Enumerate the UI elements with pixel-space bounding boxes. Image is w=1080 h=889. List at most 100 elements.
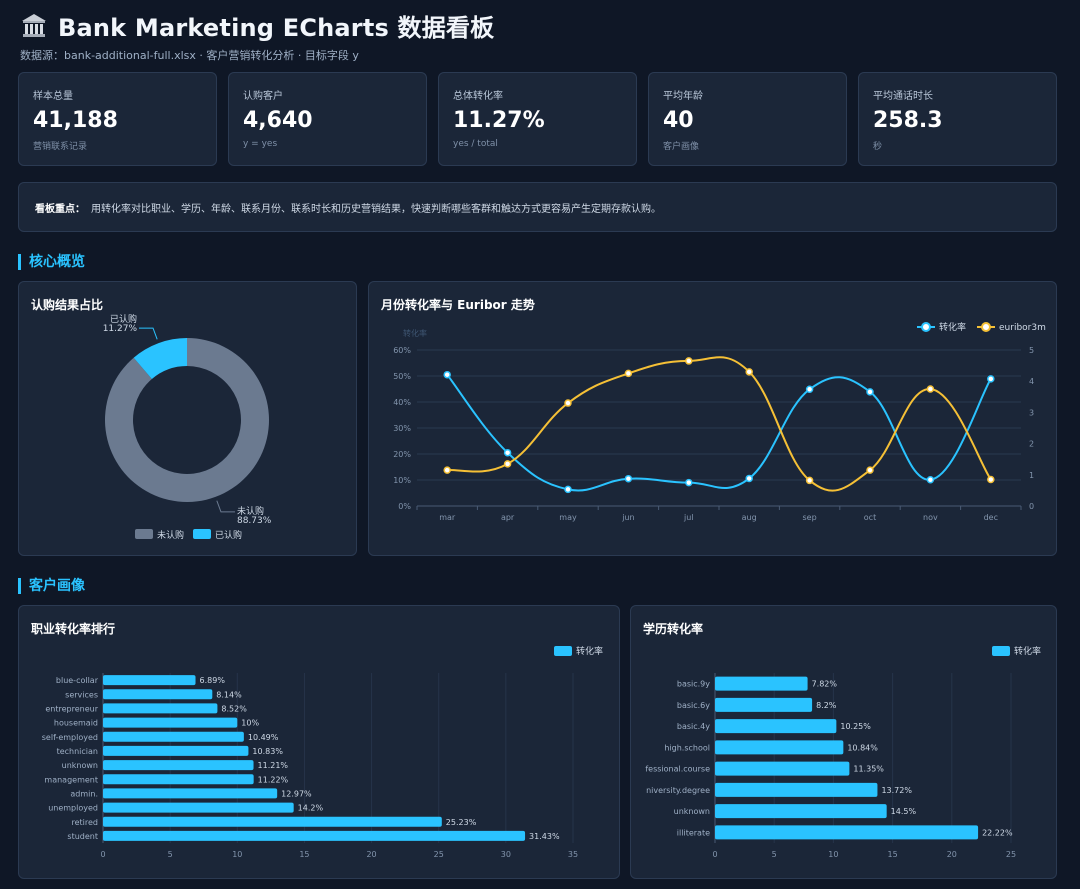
bar-value-label: 10.83% bbox=[252, 747, 283, 756]
legend-marker bbox=[921, 322, 931, 332]
x-tick-label: aug bbox=[742, 513, 757, 522]
kpi-card-total: 样本总量 41,188 营销联系记录 bbox=[18, 72, 217, 166]
x-tick-label: 35 bbox=[568, 850, 578, 859]
kpi-value: 258.3 bbox=[873, 108, 943, 133]
bar bbox=[103, 830, 526, 841]
y-tick-label: unknown bbox=[62, 761, 98, 770]
series-point bbox=[805, 385, 814, 394]
kpi-label: 认购客户 bbox=[243, 91, 283, 102]
bank-icon bbox=[22, 13, 46, 37]
bar bbox=[715, 782, 878, 797]
legend-label: 转化率 bbox=[1014, 645, 1041, 657]
y-tick-label: 0% bbox=[398, 502, 411, 511]
x-tick-label: 20 bbox=[947, 850, 957, 859]
series-point bbox=[866, 466, 874, 474]
y-tick-label: unknown bbox=[674, 807, 710, 816]
kpi-value: 11.27% bbox=[453, 108, 545, 133]
series-line-conversion bbox=[446, 374, 992, 492]
y-tick-label: entrepreneur bbox=[45, 704, 98, 713]
donut-slice-yes bbox=[133, 338, 187, 379]
series-point bbox=[564, 485, 572, 494]
kpi-card-duration: 平均通话时长 258.3 秒 bbox=[858, 72, 1057, 166]
legend-label: 已认购 bbox=[215, 529, 242, 541]
edu-panel: 学历转化率 0 5 10 15 20 25 basic.9y 7.82% basic.6y 8.2… bbox=[630, 605, 1057, 879]
x-tick-label: 20 bbox=[366, 850, 376, 859]
y-tick-label: 40% bbox=[393, 398, 411, 407]
series-point bbox=[624, 474, 633, 483]
y-tick-label: high.school bbox=[664, 743, 710, 752]
page-header: Bank Marketing ECharts 数据看板 数据源：bank-add… bbox=[20, 8, 494, 63]
series-point bbox=[805, 476, 814, 485]
donut-label-pct: 11.27% bbox=[103, 324, 138, 334]
legend-swatch bbox=[992, 646, 1010, 656]
donut-label-pct: 88.73% bbox=[237, 516, 272, 526]
focus-label: 看板重点： bbox=[35, 203, 85, 215]
x-tick-label: oct bbox=[864, 513, 876, 522]
bar bbox=[715, 804, 887, 819]
bar-value-label: 8.52% bbox=[221, 704, 247, 713]
donut-label-name: 已认购 bbox=[110, 313, 137, 325]
donut-panel: 认购结果占比 未认购 88.73% 已认购 11.27% 未认购 已认购 bbox=[18, 281, 357, 556]
x-tick-label: may bbox=[559, 513, 577, 522]
x-tick-label: dec bbox=[984, 513, 998, 522]
bar-value-label: 22.22% bbox=[982, 828, 1013, 837]
bar-value-label: 8.14% bbox=[216, 690, 242, 699]
x-tick-label: apr bbox=[501, 513, 515, 522]
kpi-value: 4,640 bbox=[243, 108, 313, 133]
y-tick-label: technician bbox=[57, 747, 98, 756]
donut-label-name: 未认购 bbox=[237, 505, 264, 517]
kpi-label: 平均通话时长 bbox=[873, 91, 933, 102]
bar bbox=[103, 774, 254, 785]
legend-label: 转化率 bbox=[576, 645, 603, 657]
bar-value-label: 10.84% bbox=[847, 743, 878, 752]
page-subtitle: 数据源：bank-additional-full.xlsx · 客户营销转化分析… bbox=[20, 49, 359, 62]
series-point bbox=[926, 385, 935, 393]
x-tick-label: 30 bbox=[501, 850, 511, 859]
bar-value-label: 11.22% bbox=[258, 775, 289, 784]
y-tick-label: student bbox=[67, 832, 98, 841]
kpi-sub: 客户画像 bbox=[663, 142, 700, 152]
legend-label: 未认购 bbox=[157, 529, 184, 541]
series-line-euribor bbox=[447, 356, 992, 492]
y-tick-label: 10% bbox=[393, 476, 411, 485]
x-tick-label: sep bbox=[803, 513, 817, 522]
y-tick-label: admin. bbox=[70, 789, 98, 798]
kpi-card-conversion: 总体转化率 11.27% yes / total bbox=[438, 72, 637, 166]
kpi-sub: 秒 bbox=[873, 142, 883, 152]
bar-value-label: 14.5% bbox=[891, 807, 917, 816]
bar-value-label: 6.89% bbox=[200, 676, 226, 685]
y2-tick-label: 1 bbox=[1029, 471, 1034, 480]
series-point bbox=[866, 388, 874, 396]
legend-swatch bbox=[193, 529, 211, 539]
bar-value-label: 11.21% bbox=[258, 761, 289, 770]
kpi-label: 样本总量 bbox=[33, 91, 73, 102]
monthly-panel: 月份转化率与 Euribor 走势 转化率 0% 10% 20% 30% 40% 50% 60… bbox=[368, 281, 1057, 556]
x-tick-label: 15 bbox=[299, 850, 309, 859]
kpi-sub: y = yes bbox=[243, 139, 278, 149]
x-tick-label: mar bbox=[439, 513, 456, 522]
x-tick-label: jun bbox=[621, 513, 634, 522]
series-point bbox=[564, 399, 572, 407]
series-point bbox=[443, 370, 451, 379]
series-point bbox=[443, 466, 451, 474]
bar-value-label: 25.23% bbox=[446, 818, 477, 827]
bar bbox=[103, 675, 196, 686]
kpi-card-age: 平均年龄 40 客户画像 bbox=[648, 72, 847, 166]
bar bbox=[103, 760, 254, 771]
bar-value-label: 11.35% bbox=[853, 765, 884, 774]
job-panel: 职业转化率排行 0 5 10 15 20 25 30 35 blue-collar 6.89% se… bbox=[18, 605, 620, 879]
x-tick-label: 0 bbox=[712, 850, 717, 859]
bar-value-label: 7.82% bbox=[812, 680, 838, 689]
bar bbox=[103, 731, 244, 742]
y2-tick-label: 3 bbox=[1029, 408, 1034, 417]
y-tick-label: housemaid bbox=[54, 719, 98, 728]
focus-note: 看板重点： 用转化率对比职业、学历、年龄、联系月份、联系时长和历史营销结果，快速… bbox=[18, 182, 1057, 232]
bar-value-label: 10.49% bbox=[248, 733, 279, 742]
job-title: 职业转化率排行 bbox=[31, 622, 116, 636]
series-point bbox=[987, 475, 995, 484]
x-tick-label: 25 bbox=[1006, 850, 1016, 859]
bar-value-label: 8.2% bbox=[816, 701, 837, 710]
y-tick-label: basic.4y bbox=[677, 722, 710, 731]
bar bbox=[103, 745, 249, 756]
edu-title: 学历转化率 bbox=[643, 622, 704, 636]
